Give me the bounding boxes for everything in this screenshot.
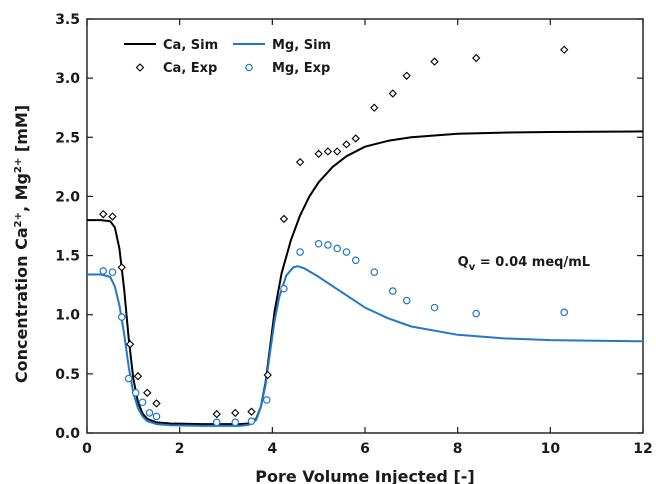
y-title-end: [mM]	[12, 105, 31, 158]
data-point-mg-exp	[212, 418, 221, 427]
data-point-ca-exp	[152, 399, 161, 408]
data-point-mg-exp	[388, 287, 397, 295]
y-tick-label: 2.5	[55, 130, 80, 146]
data-point-ca-exp	[402, 71, 411, 80]
data-point-mg-exp	[280, 284, 288, 293]
y-title-sup1: 2+	[13, 212, 24, 227]
data-point-ca-exp	[263, 370, 272, 380]
data-point-ca-exp	[133, 372, 143, 381]
data-point-mg-exp	[324, 241, 332, 249]
legend-label-ca-exp: Ca, Exp	[163, 61, 217, 76]
data-point-ca-exp	[125, 340, 135, 349]
x-tick-label: 6	[360, 441, 370, 457]
data-point-ca-exp	[231, 408, 240, 418]
data-point-mg-exp	[402, 296, 411, 305]
y-axis: 0.0 0.5 1.0 1.5 2.0 2.5 3.0 3.5	[55, 12, 643, 442]
data-point-ca-exp	[117, 263, 126, 272]
annotation-value: = 0.04 meq/mL	[475, 255, 590, 270]
data-point-ca-exp	[430, 57, 439, 66]
qv-annotation: Qv = 0.04 meq/mL	[458, 255, 590, 273]
data-point-ca-exp	[333, 147, 342, 156]
plot-frame	[86, 18, 644, 434]
data-point-ca-exp	[295, 157, 305, 167]
data-point-mg-exp	[108, 268, 117, 276]
data-point-ca-exp	[279, 214, 289, 224]
x-tick-label: 4	[267, 441, 277, 457]
x-tick-label: 10	[541, 441, 561, 457]
data-point-ca-exp	[108, 212, 117, 221]
legend-label-ca-sim: Ca, Sim	[163, 38, 218, 53]
data-point-ca-exp	[323, 147, 333, 156]
annotation-q: Q	[458, 255, 469, 270]
data-point-ca-exp	[99, 209, 108, 219]
legend: Ca, Sim Mg, Sim Ca, Exp Mg, Exp	[124, 38, 331, 76]
data-point-mg-exp	[333, 244, 342, 253]
annotation-subscript: v	[469, 262, 476, 273]
data-point-mg-exp	[145, 409, 154, 417]
x-tick-label: 12	[633, 441, 652, 457]
data-point-ca-exp	[212, 409, 221, 419]
data-point-mg-exp	[138, 398, 147, 407]
data-point-mg-exp	[124, 374, 133, 383]
data-point-ca-exp	[143, 388, 152, 397]
data-point-mg-exp	[296, 248, 304, 256]
data-point-mg-exp	[152, 412, 161, 421]
y-tick-label: 1.0	[55, 308, 80, 324]
y-tick-label: 0.5	[55, 367, 80, 383]
y-tick-label: 0.0	[55, 426, 80, 442]
data-point-mg-exp	[560, 308, 569, 317]
data-point-mg-exp	[430, 303, 439, 312]
legend-swatch-ca-exp	[135, 63, 145, 72]
x-axis-title: Pore Volume Injected [-]	[255, 467, 474, 484]
y-tick-label: 1.5	[55, 249, 80, 265]
data-point-mg-exp	[247, 417, 256, 425]
data-point-mg-exp	[99, 267, 108, 275]
x-tick-label: 2	[175, 441, 185, 457]
y-tick-label: 2.0	[55, 189, 80, 205]
data-point-mg-exp	[117, 313, 126, 321]
legend-label-mg-exp: Mg, Exp	[272, 61, 330, 76]
data-point-mg-exp	[231, 418, 240, 427]
plot-area	[86, 18, 644, 434]
data-point-mg-exp	[262, 396, 271, 404]
data-point-mg-exp	[472, 309, 481, 318]
series-line-mg-sim	[87, 265, 644, 427]
legend-swatch-mg-exp	[245, 63, 253, 72]
legend-label-mg-sim: Mg, Sim	[272, 38, 331, 53]
series-line-ca-sim	[87, 130, 644, 426]
data-point-ca-exp	[370, 103, 379, 112]
marker-layer	[99, 45, 569, 427]
data-point-mg-exp	[314, 239, 323, 248]
x-axis: 0 2 4 6 8 10 12	[82, 19, 653, 457]
y-tick-label: 3.0	[55, 71, 80, 87]
y-title-main: Concentration Ca	[12, 227, 31, 383]
data-point-ca-exp	[247, 407, 256, 416]
y-tick-label: 3.5	[55, 12, 80, 28]
y-title-sup2: 2+	[13, 158, 24, 173]
data-point-mg-exp	[370, 268, 379, 276]
data-point-ca-exp	[388, 89, 397, 98]
series-layer	[87, 130, 644, 427]
data-point-ca-exp	[351, 134, 360, 143]
data-point-mg-exp	[131, 388, 140, 397]
data-point-ca-exp	[472, 53, 481, 63]
data-point-ca-exp	[560, 45, 569, 54]
x-tick-label: 0	[82, 441, 92, 457]
data-point-mg-exp	[351, 256, 360, 265]
y-title-mid: , Mg	[12, 173, 31, 212]
data-point-mg-exp	[342, 248, 351, 256]
data-point-ca-exp	[342, 140, 351, 149]
data-point-ca-exp	[314, 149, 323, 159]
y-axis-title: Concentration Ca2+, Mg2+ [mM]	[12, 105, 31, 383]
x-tick-label: 8	[453, 441, 463, 457]
